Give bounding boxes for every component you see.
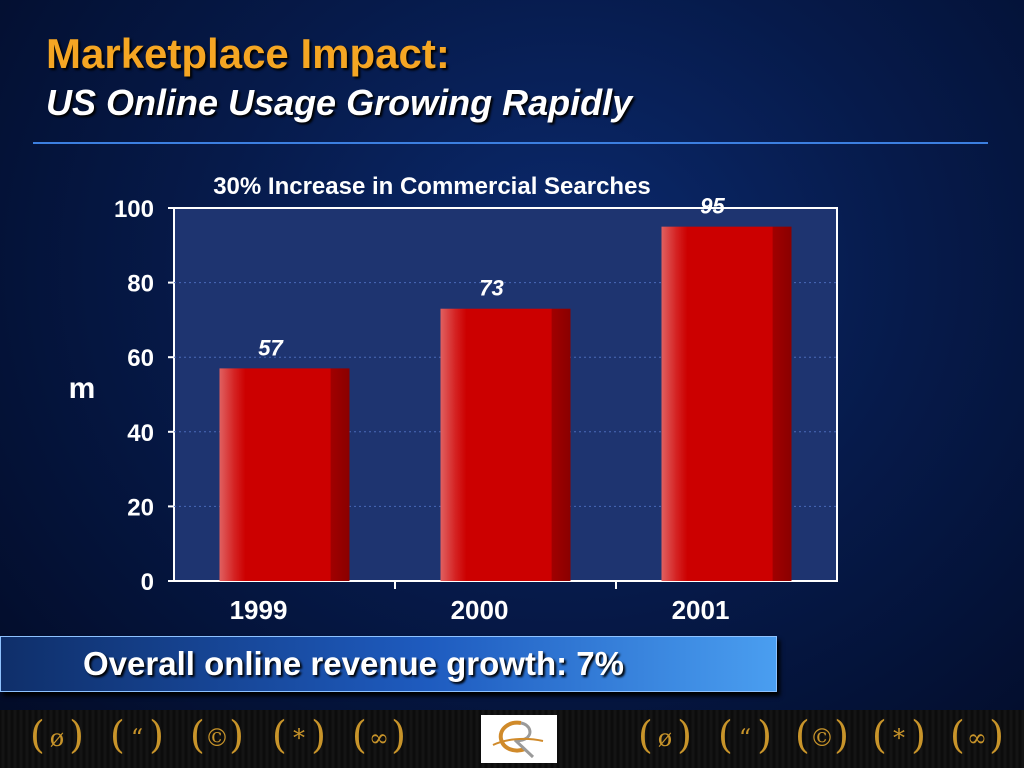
bar-value-label: 73 <box>479 276 503 301</box>
slide-subtitle: US Online Usage Growing Rapidly <box>46 82 633 123</box>
slide-title: Marketplace Impact: <box>46 30 450 77</box>
infinity-symbol-icon: ∞ <box>352 715 406 758</box>
x-tick-label: 2000 <box>451 595 509 625</box>
y-tick-label: 60 <box>127 345 154 372</box>
bar <box>440 308 571 581</box>
y-tick-label: 20 <box>127 494 154 521</box>
y-tick-label: 80 <box>127 271 154 298</box>
y-tick-label: 100 <box>114 196 154 223</box>
y-axis-label: m <box>69 372 96 405</box>
x-tick-label: 2001 <box>672 595 730 625</box>
bar-value-label: 95 <box>700 194 725 219</box>
bar <box>661 226 792 581</box>
null-symbol-icon: ø <box>30 715 84 758</box>
bar <box>219 368 350 581</box>
y-tick-label: 0 <box>141 569 154 596</box>
asterisk-symbol-icon: * <box>872 715 926 758</box>
quote-symbol-icon: “ <box>718 715 772 758</box>
banner-text: Overall online revenue growth: 7% <box>83 645 624 682</box>
copyright-symbol-icon: © <box>190 715 244 758</box>
asterisk-symbol-icon: * <box>272 715 326 758</box>
y-tick-label: 40 <box>127 420 154 447</box>
x-tick-label: 1999 <box>230 595 288 625</box>
infinity-symbol-icon: ∞ <box>950 715 1004 758</box>
rx-logo-icon <box>481 715 557 763</box>
bar-value-label: 57 <box>258 335 284 360</box>
title-divider <box>33 142 988 144</box>
revenue-growth-banner: Overall online revenue growth: 7% <box>0 636 777 692</box>
quote-symbol-icon: “ <box>110 715 164 758</box>
chart-title: 30% Increase in Commercial Searches <box>213 173 651 200</box>
copyright-symbol-icon: © <box>795 715 849 758</box>
null-symbol-icon: ø <box>638 715 692 758</box>
bar-chart: 0 20 40 60 80 100 57 1999 73 2000 95 2001 30% Incre… <box>69 173 837 625</box>
